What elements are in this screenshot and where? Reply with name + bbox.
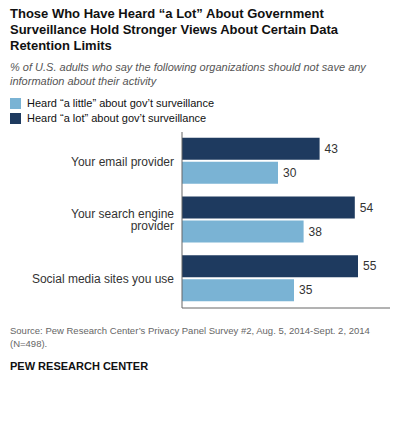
svg-text:38: 38 <box>309 225 323 239</box>
html-text:Surveillance Hold Stronger Vie: Surveillance Hold Stronger Views About C… <box>10 22 338 37</box>
svg-text:55: 55 <box>363 259 377 273</box>
svg-text:Your email provider: Your email provider <box>71 155 174 169</box>
svg-text:35: 35 <box>299 283 313 297</box>
svg-text:54: 54 <box>360 201 374 215</box>
html-text:% of U.S. adults who say the f: % of U.S. adults who say the following o… <box>10 61 366 87</box>
svg-text:Social media sites you use: Social media sites you use <box>32 272 174 286</box>
svg-text:43: 43 <box>325 142 339 156</box>
svg-text:30: 30 <box>283 166 297 180</box>
html-text:Heard “a little” about gov’t s: Heard “a little” about gov’t surveillanc… <box>27 97 215 109</box>
html-text:Retention Limits: Retention Limits <box>10 38 112 53</box>
html-text:Source: Pew Research Center’s: Source: Pew Research Center’s Privacy Pa… <box>10 325 370 349</box>
html-text:Those Who Have Heard “a Lot” A: Those Who Have Heard “a Lot” About Gover… <box>10 6 324 21</box>
html-text:Heard “a lot” about gov’t surv: Heard “a lot” about gov’t surveillance <box>27 112 207 124</box>
svg-text:Your search engineprovider: Your search engineprovider <box>71 207 174 233</box>
html-text:PEW RESEARCH CENTER: PEW RESEARCH CENTER <box>10 360 149 372</box>
